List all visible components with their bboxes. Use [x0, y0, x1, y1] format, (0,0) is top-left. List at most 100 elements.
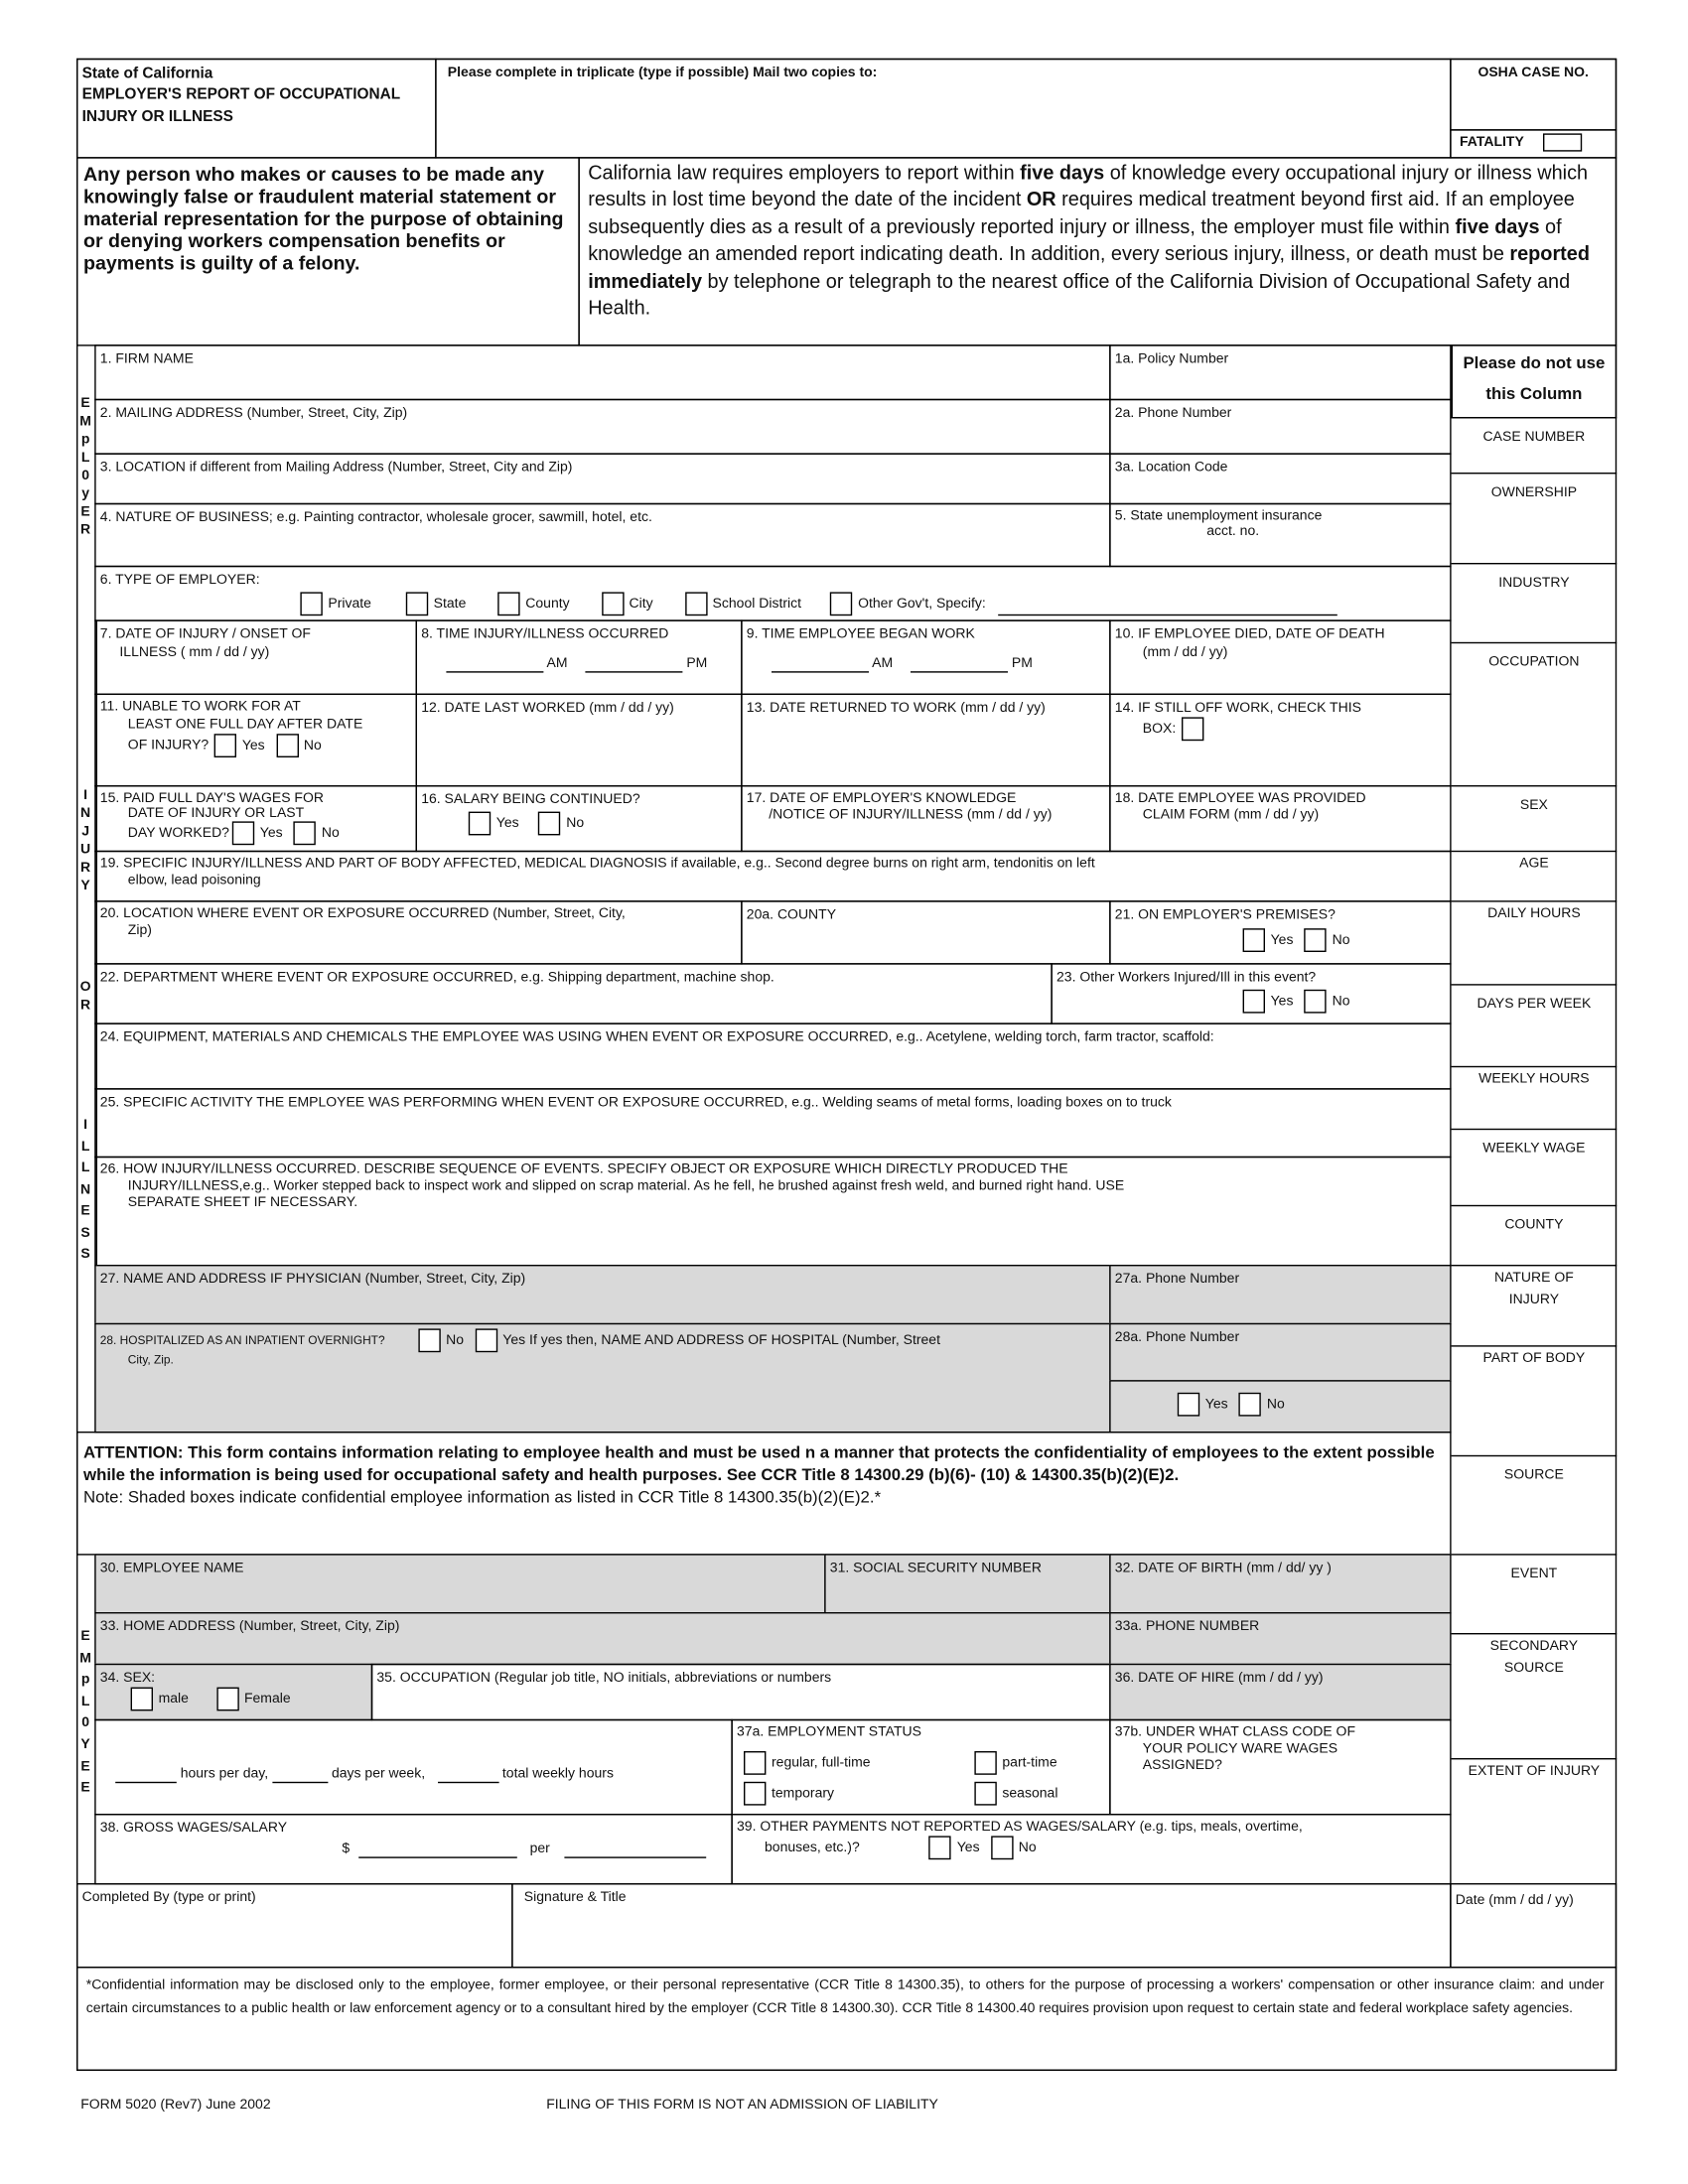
state-unemployment-field[interactable]: 5. State unemployment insurance acct. no.: [1109, 502, 1452, 568]
premises-no-checkbox[interactable]: [1304, 928, 1328, 952]
temporary-checkbox[interactable]: [744, 1781, 767, 1806]
time-pm-input[interactable]: [585, 671, 683, 673]
time-injury-occurred-field[interactable]: 8. TIME INJURY/ILLNESS OCCURRED AM PM: [415, 619, 743, 695]
class-code-field[interactable]: 37b. UNDER WHAT CLASS CODE OF YOUR POLICY…: [1109, 1718, 1452, 1816]
part-time-checkbox[interactable]: [974, 1751, 997, 1775]
event-location-field[interactable]: 20. LOCATION WHERE EVENT OR EXPOSURE OCC…: [94, 900, 743, 965]
unable-no-checkbox[interactable]: [275, 734, 299, 757]
hospital-no-checkbox[interactable]: [1238, 1392, 1262, 1417]
hospitalized-no-checkbox[interactable]: [418, 1328, 441, 1353]
office-days-per-week[interactable]: DAYS PER WEEK: [1451, 984, 1618, 1067]
physician-phone-field[interactable]: 27a. Phone Number: [1109, 1265, 1452, 1325]
other-payments-no-checkbox[interactable]: [990, 1836, 1014, 1860]
began-pm-input[interactable]: [911, 671, 1009, 673]
time-am-input[interactable]: [446, 671, 544, 673]
seasonal-checkbox[interactable]: [974, 1781, 997, 1806]
wage-period-input[interactable]: [564, 1856, 707, 1858]
policy-number-label: 1a. Policy Number: [1114, 351, 1229, 367]
completed-by-field[interactable]: Completed By (type or print): [76, 1883, 513, 1969]
hospitalized-yes-checkbox[interactable]: [475, 1328, 497, 1353]
osha-case-no-field[interactable]: OSHA CASE NO.: [1450, 58, 1618, 131]
office-source[interactable]: SOURCE: [1451, 1454, 1618, 1556]
hours-per-day-input[interactable]: [115, 1781, 177, 1784]
office-weekly-hours[interactable]: WEEKLY HOURS: [1451, 1065, 1618, 1130]
how-occurred-field[interactable]: 26. HOW INJURY/ILLNESS OCCURRED. DESCRIB…: [94, 1156, 1452, 1267]
office-occupation[interactable]: OCCUPATION: [1451, 641, 1618, 787]
others-no-checkbox[interactable]: [1304, 989, 1328, 1014]
salary-no-checkbox[interactable]: [538, 811, 561, 836]
paid-no-checkbox[interactable]: [293, 821, 317, 846]
office-industry[interactable]: INDUSTRY: [1451, 563, 1618, 643]
employee-name-field[interactable]: 30. EMPLOYEE NAME: [94, 1554, 826, 1614]
regular-checkbox[interactable]: [744, 1751, 767, 1775]
policy-number-field[interactable]: 1a. Policy Number: [1109, 344, 1452, 401]
office-ownership[interactable]: OWNERSHIP: [1451, 473, 1618, 564]
claim-form-date-field[interactable]: 18. DATE EMPLOYEE WAS PROVIDED CLAIM FORM…: [1109, 785, 1452, 853]
employee-phone-field[interactable]: 33a. PHONE NUMBER: [1109, 1612, 1452, 1666]
hospital-phone-field[interactable]: 28a. Phone Number: [1109, 1322, 1452, 1382]
location-code-field[interactable]: 3a. Location Code: [1109, 453, 1452, 505]
other-govt-input[interactable]: [998, 601, 1337, 616]
began-am-input[interactable]: [772, 671, 869, 673]
other-payments-yes-checkbox[interactable]: [928, 1836, 952, 1860]
office-sex[interactable]: SEX: [1451, 785, 1618, 852]
physician-field[interactable]: 27. NAME AND ADDRESS IF PHYSICIAN (Numbe…: [94, 1265, 1111, 1325]
office-weekly-wage[interactable]: WEEKLY WAGE: [1451, 1128, 1618, 1206]
fatality-checkbox[interactable]: [1543, 133, 1583, 152]
nature-of-business-field[interactable]: 4. NATURE OF BUSINESS; e.g. Painting con…: [94, 502, 1111, 568]
office-secondary-source[interactable]: SECONDARY SOURCE: [1451, 1633, 1618, 1759]
female-checkbox[interactable]: [215, 1687, 239, 1711]
office-extent-of-injury[interactable]: EXTENT OF INJURY: [1451, 1758, 1618, 1884]
event-county-field[interactable]: 20a. COUNTY: [741, 900, 1111, 965]
male-checkbox[interactable]: [130, 1687, 153, 1711]
specific-injury-field[interactable]: 19. SPECIFIC INJURY/ILLNESS AND PART OF …: [94, 850, 1452, 902]
phone-number-field[interactable]: 2a. Phone Number: [1109, 398, 1452, 455]
office-age[interactable]: AGE: [1451, 850, 1618, 902]
premises-yes-checkbox[interactable]: [1242, 928, 1265, 952]
date-of-injury-field[interactable]: 7. DATE OF INJURY / ONSET OF ILLNESS ( mm…: [94, 619, 417, 695]
county-checkbox[interactable]: [497, 592, 520, 616]
date-of-birth-field[interactable]: 32. DATE OF BIRTH (mm / dd/ yy ): [1109, 1554, 1452, 1614]
date-last-worked-field[interactable]: 12. DATE LAST WORKED (mm / dd / yy): [415, 693, 743, 787]
salary-yes-checkbox[interactable]: [468, 811, 492, 836]
female-label: Female: [243, 1691, 291, 1707]
location-field[interactable]: 3. LOCATION if different from Mailing Ad…: [94, 453, 1111, 505]
still-off-work-checkbox[interactable]: [1181, 717, 1204, 742]
ssn-field[interactable]: 31. SOCIAL SECURITY NUMBER: [824, 1554, 1111, 1614]
completion-date-field[interactable]: Date (mm / dd / yy): [1450, 1883, 1618, 1969]
private-checkbox[interactable]: [300, 592, 323, 616]
osha-case-no-label: OSHA CASE NO.: [1477, 65, 1589, 81]
equipment-field[interactable]: 24. EQUIPMENT, MATERIALS AND CHEMICALS T…: [94, 1023, 1452, 1090]
date-of-hire-field[interactable]: 36. DATE OF HIRE (mm / dd / yy): [1109, 1663, 1452, 1721]
office-nature-of-injury[interactable]: NATURE OF INJURY: [1451, 1265, 1618, 1347]
date-employer-knowledge-field[interactable]: 17. DATE OF EMPLOYER'S KNOWLEDGE/NOTICE …: [741, 785, 1111, 853]
mailing-address-field[interactable]: 2. MAILING ADDRESS (Number, Street, City…: [94, 398, 1111, 455]
occupation-field[interactable]: 35. OCCUPATION (Regular job title, NO in…: [370, 1663, 1111, 1721]
office-event[interactable]: EVENT: [1451, 1554, 1618, 1634]
department-field[interactable]: 22. DEPARTMENT WHERE EVENT OR EXPOSURE O…: [94, 963, 1053, 1024]
no-label: No: [1332, 994, 1350, 1010]
total-weekly-hours-input[interactable]: [437, 1781, 499, 1784]
home-address-field[interactable]: 33. HOME ADDRESS (Number, Street, City, …: [94, 1612, 1111, 1666]
wage-amount-input[interactable]: [358, 1856, 518, 1858]
paid-yes-checkbox[interactable]: [231, 821, 255, 846]
signature-title-field[interactable]: Signature & Title: [511, 1883, 1452, 1969]
specific-activity-field[interactable]: 25. SPECIFIC ACTIVITY THE EMPLOYEE WAS P…: [94, 1088, 1452, 1159]
office-part-of-body[interactable]: PART OF BODY: [1451, 1345, 1618, 1456]
school-district-checkbox[interactable]: [684, 592, 707, 616]
others-yes-checkbox[interactable]: [1242, 989, 1265, 1014]
firm-name-field[interactable]: 1. FIRM NAME: [94, 344, 1111, 401]
date-returned-field[interactable]: 13. DATE RETURNED TO WORK (mm / dd / yy): [741, 693, 1111, 787]
state-checkbox[interactable]: [405, 592, 429, 616]
unable-yes-checkbox[interactable]: [213, 734, 237, 757]
city-checkbox[interactable]: [601, 592, 624, 616]
hospitalized-field[interactable]: 28. HOSPITALIZED AS AN INPATIENT OVERNIG…: [94, 1322, 1111, 1433]
office-county[interactable]: COUNTY: [1451, 1204, 1618, 1267]
days-per-week-input[interactable]: [272, 1781, 329, 1784]
date-of-death-field[interactable]: 10. IF EMPLOYEE DIED, DATE OF DEATH (mm /…: [1109, 619, 1452, 695]
office-daily-hours[interactable]: DAILY HOURS: [1451, 900, 1618, 985]
time-began-work-field[interactable]: 9. TIME EMPLOYEE BEGAN WORK AM PM: [741, 619, 1111, 695]
hospital-yes-checkbox[interactable]: [1177, 1392, 1200, 1417]
office-case-number[interactable]: CASE NUMBER: [1451, 417, 1618, 474]
other-govt-checkbox[interactable]: [830, 592, 853, 616]
